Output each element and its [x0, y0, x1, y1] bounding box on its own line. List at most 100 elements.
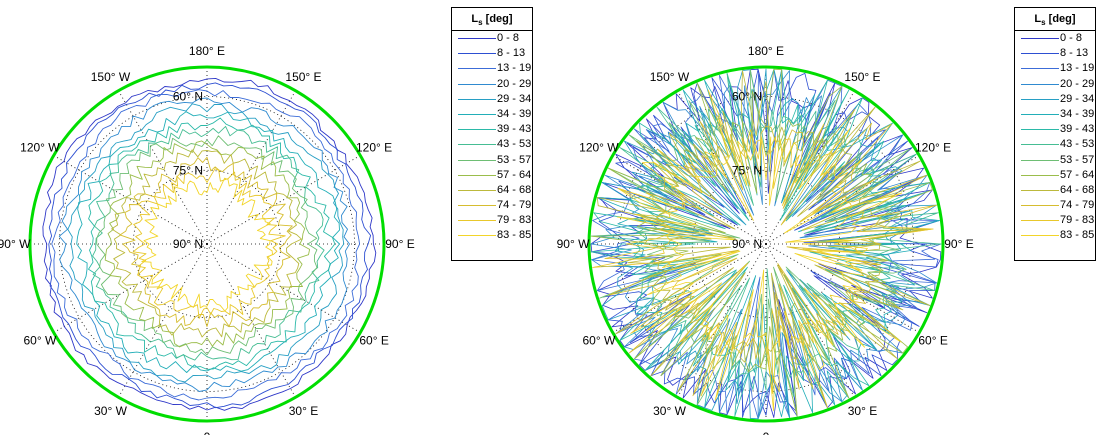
- legend-label: 83 - 85: [497, 229, 532, 242]
- legend-swatch: [1021, 98, 1059, 100]
- polar-chart-left: 180° E 150° E 120° E 90° E 60° E 30° E 0 30° W 6…: [0, 0, 551, 435]
- legend-label: 29 - 34: [497, 92, 532, 105]
- longitude-label: 90° W: [0, 237, 31, 251]
- longitude-label: 0: [204, 430, 211, 435]
- legend-entry: 43 - 53: [452, 137, 532, 152]
- legend-entry: 29 - 34: [1015, 92, 1095, 107]
- longitude-label: 180° E: [748, 44, 784, 58]
- legend-label: 39 - 43: [497, 123, 532, 136]
- longitude-gridline: [765, 155, 920, 245]
- legend-entry: 53 - 57: [1015, 153, 1095, 168]
- legend-swatch: [458, 38, 496, 39]
- series-line: [48, 82, 372, 409]
- legend-swatch: [458, 235, 496, 237]
- series-line: [590, 70, 940, 420]
- longitude-label: 180° E: [189, 44, 225, 58]
- legend-label: 83 - 85: [1060, 229, 1095, 242]
- legend-entry: 8 - 13: [1015, 46, 1095, 61]
- legend-label: 53 - 57: [497, 153, 532, 166]
- legend-entry: 8 - 13: [452, 46, 532, 61]
- legend-entry: 20 - 29: [1015, 77, 1095, 92]
- legend-swatch: [458, 98, 496, 100]
- latitude-label: 60° N: [732, 90, 762, 104]
- legend-entry: 34 - 39: [452, 107, 532, 122]
- legend-entry: 57 - 64: [1015, 168, 1095, 183]
- series-line: [104, 140, 311, 348]
- longitude-label: 30° W: [94, 404, 127, 418]
- longitude-label: 60° E: [359, 334, 388, 348]
- legend-entry: 83 - 85: [452, 228, 532, 243]
- legend-swatch: [1021, 129, 1059, 131]
- polar-chart-right: 180° E 150° E 120° E 90° E 60° E 30° E 0 30° W 6…: [552, 0, 1103, 435]
- polar-plot-left: 180° E 150° E 120° E 90° E 60° E 30° E 0 30° W 6…: [0, 44, 415, 435]
- legend-label: 0 - 8: [497, 32, 520, 44]
- longitude-label: 30° W: [653, 404, 686, 418]
- legend-label: 8 - 13: [497, 47, 526, 60]
- legend-entry: 13 - 19: [1015, 61, 1095, 76]
- longitude-gridline: [765, 243, 855, 398]
- legend-label: 0 - 8: [1060, 32, 1083, 44]
- latitude-gridline: [691, 169, 841, 319]
- legend-swatch: [1021, 83, 1059, 85]
- longitude-gridline: [118, 90, 208, 245]
- boundary-circle: [28, 65, 386, 423]
- legend-label: 8 - 13: [1060, 47, 1089, 60]
- legend-label: 53 - 57: [1060, 153, 1095, 166]
- latitude-label: 75° N: [732, 163, 762, 177]
- legend-swatch: [1021, 235, 1059, 237]
- legend-swatch: [458, 159, 496, 161]
- longitude-label: 150° E: [285, 70, 321, 84]
- longitude-label: 60° W: [582, 334, 615, 348]
- legend-swatch: [458, 113, 496, 115]
- latitude-gridline: [59, 96, 355, 392]
- legend-swatch: [458, 83, 496, 85]
- legend-label: 20 - 29: [1060, 77, 1095, 90]
- legend-swatch: [458, 189, 496, 191]
- longitude-gridline: [677, 243, 767, 398]
- series-line: [58, 97, 350, 392]
- legend-swatch: [458, 53, 496, 55]
- legend-swatch: [1021, 174, 1059, 176]
- legend-swatch: [458, 129, 496, 131]
- longitude-label: 90° E: [944, 237, 973, 251]
- legend-entry: 64 - 68: [1015, 183, 1095, 198]
- series-line: [96, 135, 318, 356]
- series-line: [604, 120, 938, 409]
- series-line: [92, 125, 325, 361]
- latitude-label: 60° N: [173, 90, 203, 104]
- legend-label: 34 - 39: [1060, 107, 1095, 120]
- longitude-gridline: [206, 155, 361, 245]
- legend-entry: 57 - 64: [452, 168, 532, 183]
- longitude-gridline: [206, 243, 361, 333]
- legend-entry: 39 - 43: [452, 122, 532, 137]
- legend-swatch: [458, 68, 496, 70]
- longitude-label: 150° W: [91, 70, 131, 84]
- series-line: [601, 68, 938, 420]
- legend-swatch: [1021, 53, 1059, 55]
- longitude-gridline: [53, 155, 208, 245]
- longitude-label: 30° E: [289, 404, 318, 418]
- legend-swatch: [1021, 144, 1059, 146]
- legend-entry: 13 - 19: [452, 61, 532, 76]
- legend-swatch: [458, 205, 496, 207]
- legend-left: Ls [deg] 0 - 8 8 - 13 13 - 19 20 - 29 29 - 3…: [451, 7, 533, 261]
- legend-title: Ls [deg]: [452, 8, 532, 31]
- legend-entry: 79 - 83: [452, 213, 532, 228]
- longitude-gridline: [765, 243, 920, 333]
- series-line: [141, 177, 273, 312]
- legend-label: 64 - 68: [1060, 183, 1095, 196]
- latitude-label: 90° N: [732, 237, 762, 251]
- legend-label: 13 - 19: [1060, 62, 1095, 75]
- series-line: [111, 149, 302, 338]
- legend-entry: 74 - 79: [452, 198, 532, 213]
- longitude-gridline: [118, 243, 208, 398]
- longitude-label: 60° E: [918, 334, 947, 348]
- longitude-label: 120° W: [579, 141, 619, 155]
- legend-swatch: [1021, 189, 1059, 191]
- legend-swatch: [1021, 220, 1059, 222]
- legend-label: 74 - 79: [497, 199, 532, 212]
- legend-label: 74 - 79: [1060, 199, 1095, 212]
- legend-label: 64 - 68: [497, 183, 532, 196]
- series-line: [88, 117, 336, 370]
- legend-swatch: [1021, 68, 1059, 70]
